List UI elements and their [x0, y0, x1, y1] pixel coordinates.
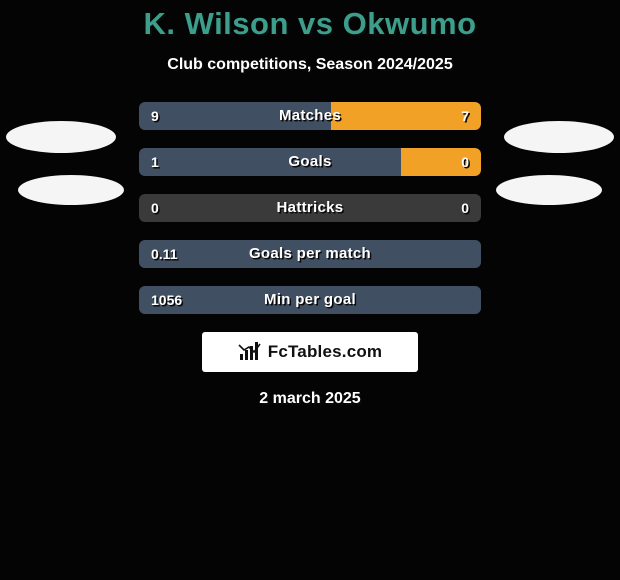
- stat-value-left: 0.11: [151, 240, 177, 268]
- stat-bar-left: [139, 102, 331, 130]
- stat-bar-left: [139, 286, 481, 314]
- stat-label: Hattricks: [139, 194, 481, 222]
- page-title: K. Wilson vs Okwumo: [0, 6, 620, 42]
- stats-bars: 97Matches10Goals00Hattricks0.11Goals per…: [139, 102, 481, 314]
- stat-value-right: 0: [461, 194, 469, 222]
- date-label: 2 march 2025: [0, 390, 620, 408]
- stat-value-left: 9: [151, 102, 159, 130]
- subtitle: Club competitions, Season 2024/2025: [0, 56, 620, 74]
- stat-bar-right: [331, 102, 481, 130]
- stat-bar-left: [139, 240, 481, 268]
- player-right-photo: [496, 175, 602, 205]
- stat-bar-left: [139, 148, 401, 176]
- stat-row: 0.11Goals per match: [139, 240, 481, 268]
- brand-badge[interactable]: FcTables.com: [202, 332, 418, 372]
- bar-chart-icon: [238, 342, 262, 362]
- brand-text: FcTables.com: [268, 342, 383, 362]
- stat-row: 1056Min per goal: [139, 286, 481, 314]
- player-left-photo: [18, 175, 124, 205]
- stat-row: 97Matches: [139, 102, 481, 130]
- stat-value-left: 1056: [151, 286, 182, 314]
- stat-value-left: 0: [151, 194, 159, 222]
- stat-value-left: 1: [151, 148, 159, 176]
- stat-row: 10Goals: [139, 148, 481, 176]
- stat-row: 0 0Hattricks: [139, 194, 481, 222]
- player-left-photo: [6, 121, 116, 153]
- comparison-card: K. Wilson vs Okwumo Club competitions, S…: [0, 0, 620, 408]
- player-right-photo: [504, 121, 614, 153]
- stat-value-right: 0: [461, 148, 469, 176]
- stat-value-right: 7: [461, 102, 469, 130]
